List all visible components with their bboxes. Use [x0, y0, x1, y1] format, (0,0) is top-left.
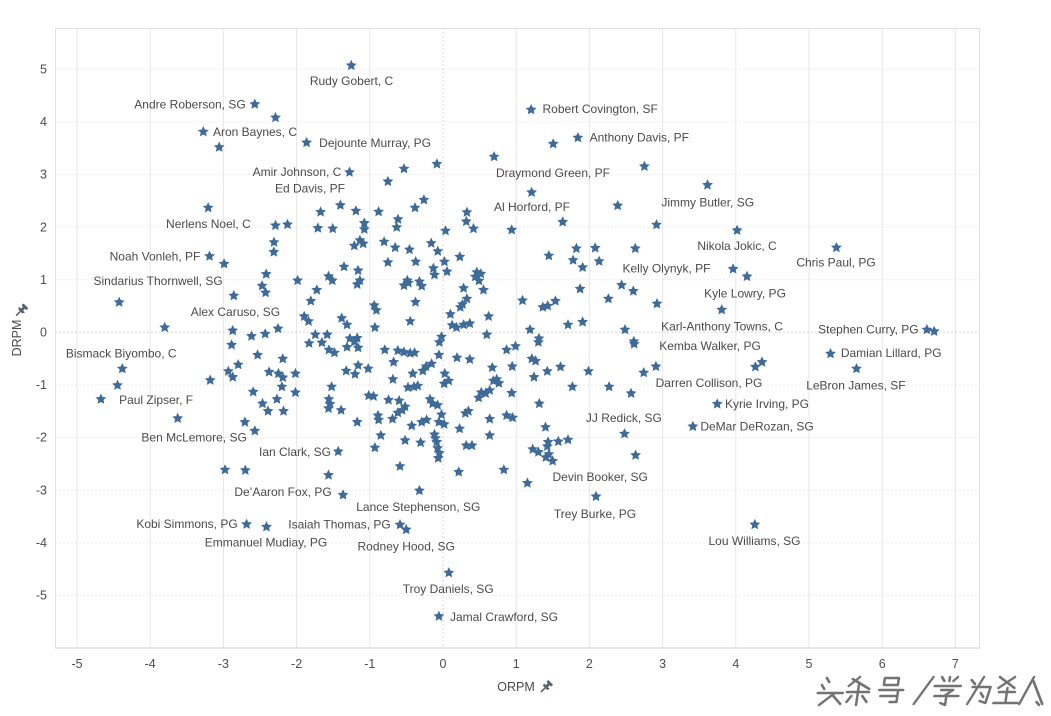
svg-text:Lou Williams, SG: Lou Williams, SG: [708, 534, 800, 548]
svg-text:1: 1: [40, 273, 47, 287]
svg-text:0: 0: [440, 657, 447, 671]
svg-text:-1: -1: [36, 378, 47, 392]
svg-text:-4: -4: [145, 657, 156, 671]
svg-text:Kemba Walker, PG: Kemba Walker, PG: [659, 339, 761, 353]
svg-text:-5: -5: [71, 657, 82, 671]
svg-text:Damian Lillard, PG: Damian Lillard, PG: [841, 346, 942, 360]
svg-text:-1: -1: [364, 657, 375, 671]
svg-text:Nikola Jokic, C: Nikola Jokic, C: [697, 239, 777, 253]
svg-text:5: 5: [806, 657, 813, 671]
svg-text:Draymond Green, PF: Draymond Green, PF: [496, 166, 610, 180]
svg-text:Devin Booker, SG: Devin Booker, SG: [553, 470, 648, 484]
svg-text:Rodney Hood, SG: Rodney Hood, SG: [358, 540, 455, 554]
svg-text:Chris Paul, PG: Chris Paul, PG: [796, 256, 875, 270]
svg-text:DeMar DeRozan, SG: DeMar DeRozan, SG: [700, 420, 813, 434]
svg-text:0: 0: [40, 326, 47, 340]
svg-text:Stephen Curry, PG: Stephen Curry, PG: [818, 322, 919, 336]
svg-text:Bismack Biyombo, C: Bismack Biyombo, C: [66, 346, 177, 360]
svg-text:Andre Roberson, SG: Andre Roberson, SG: [134, 97, 245, 111]
svg-text:Dejounte Murray, PG: Dejounte Murray, PG: [319, 136, 431, 150]
svg-text:-2: -2: [291, 657, 302, 671]
svg-text:Aron Baynes, C: Aron Baynes, C: [213, 125, 297, 139]
svg-text:Sindarius Thornwell, SG: Sindarius Thornwell, SG: [94, 274, 223, 288]
svg-text:Amir Johnson, C: Amir Johnson, C: [253, 165, 342, 179]
svg-text:Alex Caruso, SG: Alex Caruso, SG: [191, 305, 280, 319]
svg-text:Jamal Crawford, SG: Jamal Crawford, SG: [450, 610, 558, 624]
svg-text:Emmanuel Mudiay, PG: Emmanuel Mudiay, PG: [205, 536, 328, 550]
svg-text:Ed Davis, PF: Ed Davis, PF: [275, 182, 345, 196]
svg-text:2: 2: [40, 220, 47, 234]
svg-text:3: 3: [40, 168, 47, 182]
svg-text:-3: -3: [36, 483, 47, 497]
svg-text:Ian Clark, SG: Ian Clark, SG: [259, 445, 331, 459]
svg-text:Al Horford, PF: Al Horford, PF: [494, 200, 570, 214]
svg-text:Lance Stephenson, SG: Lance Stephenson, SG: [356, 500, 480, 514]
svg-text:6: 6: [879, 657, 886, 671]
svg-text:Kyrie Irving, PG: Kyrie Irving, PG: [725, 397, 809, 411]
svg-text:5: 5: [40, 63, 47, 77]
svg-text:7: 7: [952, 657, 959, 671]
svg-text:1: 1: [513, 657, 520, 671]
svg-text:Rudy Gobert, C: Rudy Gobert, C: [310, 74, 394, 88]
svg-text:Nerlens Noel, C: Nerlens Noel, C: [166, 217, 251, 231]
svg-text:3: 3: [659, 657, 666, 671]
svg-text:-5: -5: [36, 589, 47, 603]
svg-text:2: 2: [586, 657, 593, 671]
svg-text:Isaiah Thomas, PG: Isaiah Thomas, PG: [288, 518, 391, 532]
svg-text:Kelly Olynyk, PF: Kelly Olynyk, PF: [622, 261, 710, 275]
svg-text:-2: -2: [36, 431, 47, 445]
svg-text:4: 4: [40, 115, 47, 129]
svg-text:4: 4: [732, 657, 739, 671]
svg-text:-3: -3: [218, 657, 229, 671]
svg-text:Kobi Simmons, PG: Kobi Simmons, PG: [136, 517, 237, 531]
svg-text:Darren Collison, PG: Darren Collison, PG: [656, 376, 763, 390]
svg-text:Anthony Davis, PF: Anthony Davis, PF: [590, 130, 689, 144]
svg-text:Noah Vonleh, PF: Noah Vonleh, PF: [110, 249, 201, 263]
svg-text:ORPM: ORPM: [497, 680, 535, 694]
svg-text:-4: -4: [36, 536, 47, 550]
svg-text:DRPM: DRPM: [10, 320, 24, 357]
svg-text:JJ Redick, SG: JJ Redick, SG: [586, 411, 662, 425]
svg-text:LeBron James, SF: LeBron James, SF: [806, 379, 905, 393]
svg-text:Trey Burke, PG: Trey Burke, PG: [554, 507, 636, 521]
svg-text:Paul Zipser, F: Paul Zipser, F: [119, 393, 193, 407]
svg-text:Kyle Lowry, PG: Kyle Lowry, PG: [704, 287, 786, 301]
svg-text:Ben McLemore, SG: Ben McLemore, SG: [141, 430, 246, 444]
svg-text:De’Aaron Fox, PG: De’Aaron Fox, PG: [234, 485, 331, 499]
svg-text:Robert Covington, SF: Robert Covington, SF: [543, 102, 658, 116]
svg-text:Troy Daniels, SG: Troy Daniels, SG: [403, 582, 494, 596]
svg-text:Jimmy Butler, SG: Jimmy Butler, SG: [661, 195, 754, 209]
svg-text:Karl-Anthony Towns, C: Karl-Anthony Towns, C: [661, 320, 783, 334]
